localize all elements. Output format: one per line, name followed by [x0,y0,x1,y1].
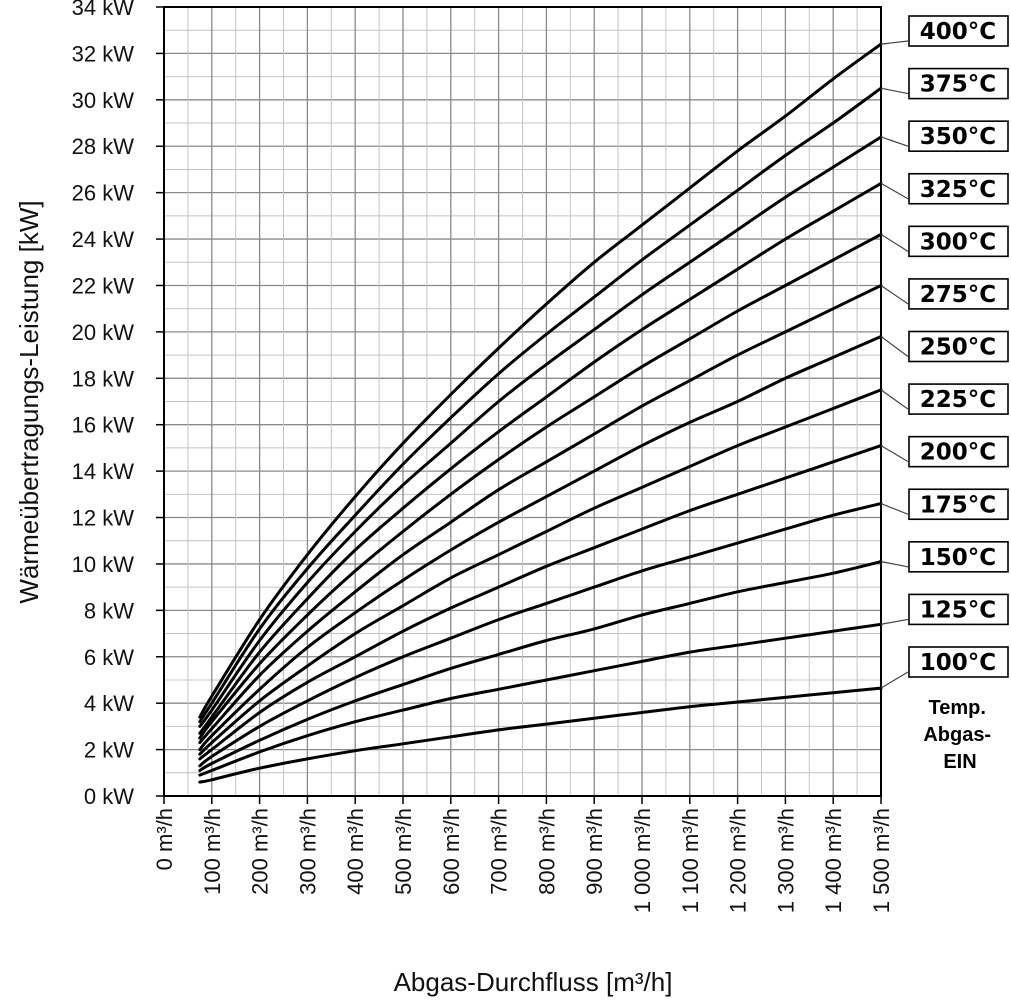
series-label-box [908,383,1009,415]
y-tick-label: 20 kW [72,320,135,345]
y-tick-label: 12 kW [72,506,135,531]
legend-title-line-3: EIN [943,751,976,773]
plot-frame [163,6,882,797]
series-label: 350°C [920,124,996,150]
series-leader-line [880,87,909,95]
x-tick-label: 1 000 m³/h [630,808,655,913]
x-tick-label: 0 m³/h [152,808,177,870]
series-line [198,135,883,728]
x-tick-label: 200 m³/h [248,808,273,895]
series-leader-line [880,40,909,45]
x-tick-labels: 0 m³/h 100 m³/h 200 m³/h 300 m³/h 400 m³/h 50… [152,796,894,913]
series-line [198,284,883,745]
series-label-box [908,488,1009,521]
x-tick-label: 700 m³/h [487,808,512,895]
series-line [198,560,883,772]
y-tick-labels: 0 kW 2 kW 4 kW 6 kW 8 kW 10 kW 12 kW 14 kW 16 kW… [72,0,164,809]
legend-title-line-2: Abgas- [923,724,991,746]
series-curves [198,42,883,784]
series-line [198,622,883,777]
series-line [198,232,883,740]
legend-title: Temp. Abgas- EIN [923,697,996,773]
x-tick-label: 1 100 m³/h [678,808,703,913]
x-tick-label: 900 m³/h [582,808,607,895]
series-label: 400°C [920,19,996,45]
x-tick-label: 800 m³/h [534,808,559,895]
series-leader-line [880,618,909,625]
x-tick-label: 600 m³/h [439,808,464,895]
series-label: 150°C [920,545,996,571]
y-tick-label: 30 kW [72,88,135,113]
series-leader-line [880,445,909,463]
series-label-box [908,67,1009,100]
series-label-box [908,225,1009,258]
series-leader-line [880,233,909,252]
series-label-box [908,646,1009,678]
series-leader-line [880,182,909,200]
series-line [198,42,883,719]
series-line [198,181,883,735]
y-tick-label: 8 kW [84,598,134,623]
series-line [198,86,883,724]
series-label-box [908,172,1009,205]
series-leader-line [880,671,909,689]
legend-title-line-1: Temp. [929,697,986,719]
series-label: 100°C [920,650,996,676]
series-label: 125°C [920,597,996,623]
series-labels: 400°C 375°C 350°C 325°C 300°C 275°C 250°C 225°C… [880,15,1009,689]
series-leader-line [880,503,909,515]
series-label-box [908,330,1009,363]
x-tick-label: 400 m³/h [343,808,368,895]
series-line [198,502,883,768]
series-line [198,686,883,784]
y-tick-label: 10 kW [72,552,135,577]
series-label: 225°C [920,387,996,413]
series-line [198,335,883,752]
series-label: 275°C [920,282,996,308]
y-axis-title: Wärmeübertragungs-Leistung [kW] [14,200,44,603]
y-tick-label: 14 kW [72,459,135,484]
x-tick-label: 1 500 m³/h [869,808,894,913]
x-tick-label: 1 200 m³/h [726,808,751,913]
series-leader-line [880,561,909,568]
y-tick-label: 2 kW [84,738,134,763]
x-axis-title: Abgas-Durchfluss [m³/h] [394,967,673,997]
x-tick-label: 500 m³/h [391,808,416,895]
series-label: 200°C [920,440,996,466]
series-leader-line [880,284,909,305]
y-tick-label: 32 kW [72,41,135,66]
y-tick-label: 0 kW [84,784,134,809]
x-tick-label: 300 m³/h [295,808,320,895]
y-tick-label: 34 kW [72,0,135,20]
y-tick-label: 28 kW [72,134,135,159]
series-label: 325°C [920,177,996,203]
series-label: 175°C [920,492,996,518]
series-label-box [908,541,1009,573]
y-tick-label: 6 kW [84,645,134,670]
series-leader-line [880,136,909,147]
series-label-box [908,435,1009,468]
y-tick-label: 24 kW [72,227,135,252]
y-tick-label: 22 kW [72,273,135,298]
series-label-box [908,120,1009,152]
series-label: 300°C [920,229,996,255]
y-tick-label: 26 kW [72,181,135,206]
x-tick-label: 100 m³/h [200,808,225,895]
series-leader-line [880,389,909,410]
series-label-box [908,15,1009,47]
x-tick-label: 1 400 m³/h [821,808,846,913]
y-tick-label: 4 kW [84,691,134,716]
series-label-box [908,278,1009,310]
series-line [198,388,883,756]
x-tick-label: 1 300 m³/h [773,808,798,913]
series-label-box [908,593,1009,626]
series-leader-line [880,336,909,357]
series-label: 250°C [920,335,996,361]
y-tick-label: 16 kW [72,413,135,438]
y-tick-label: 18 kW [72,366,135,391]
series-line [198,444,883,761]
series-label: 375°C [920,72,996,98]
